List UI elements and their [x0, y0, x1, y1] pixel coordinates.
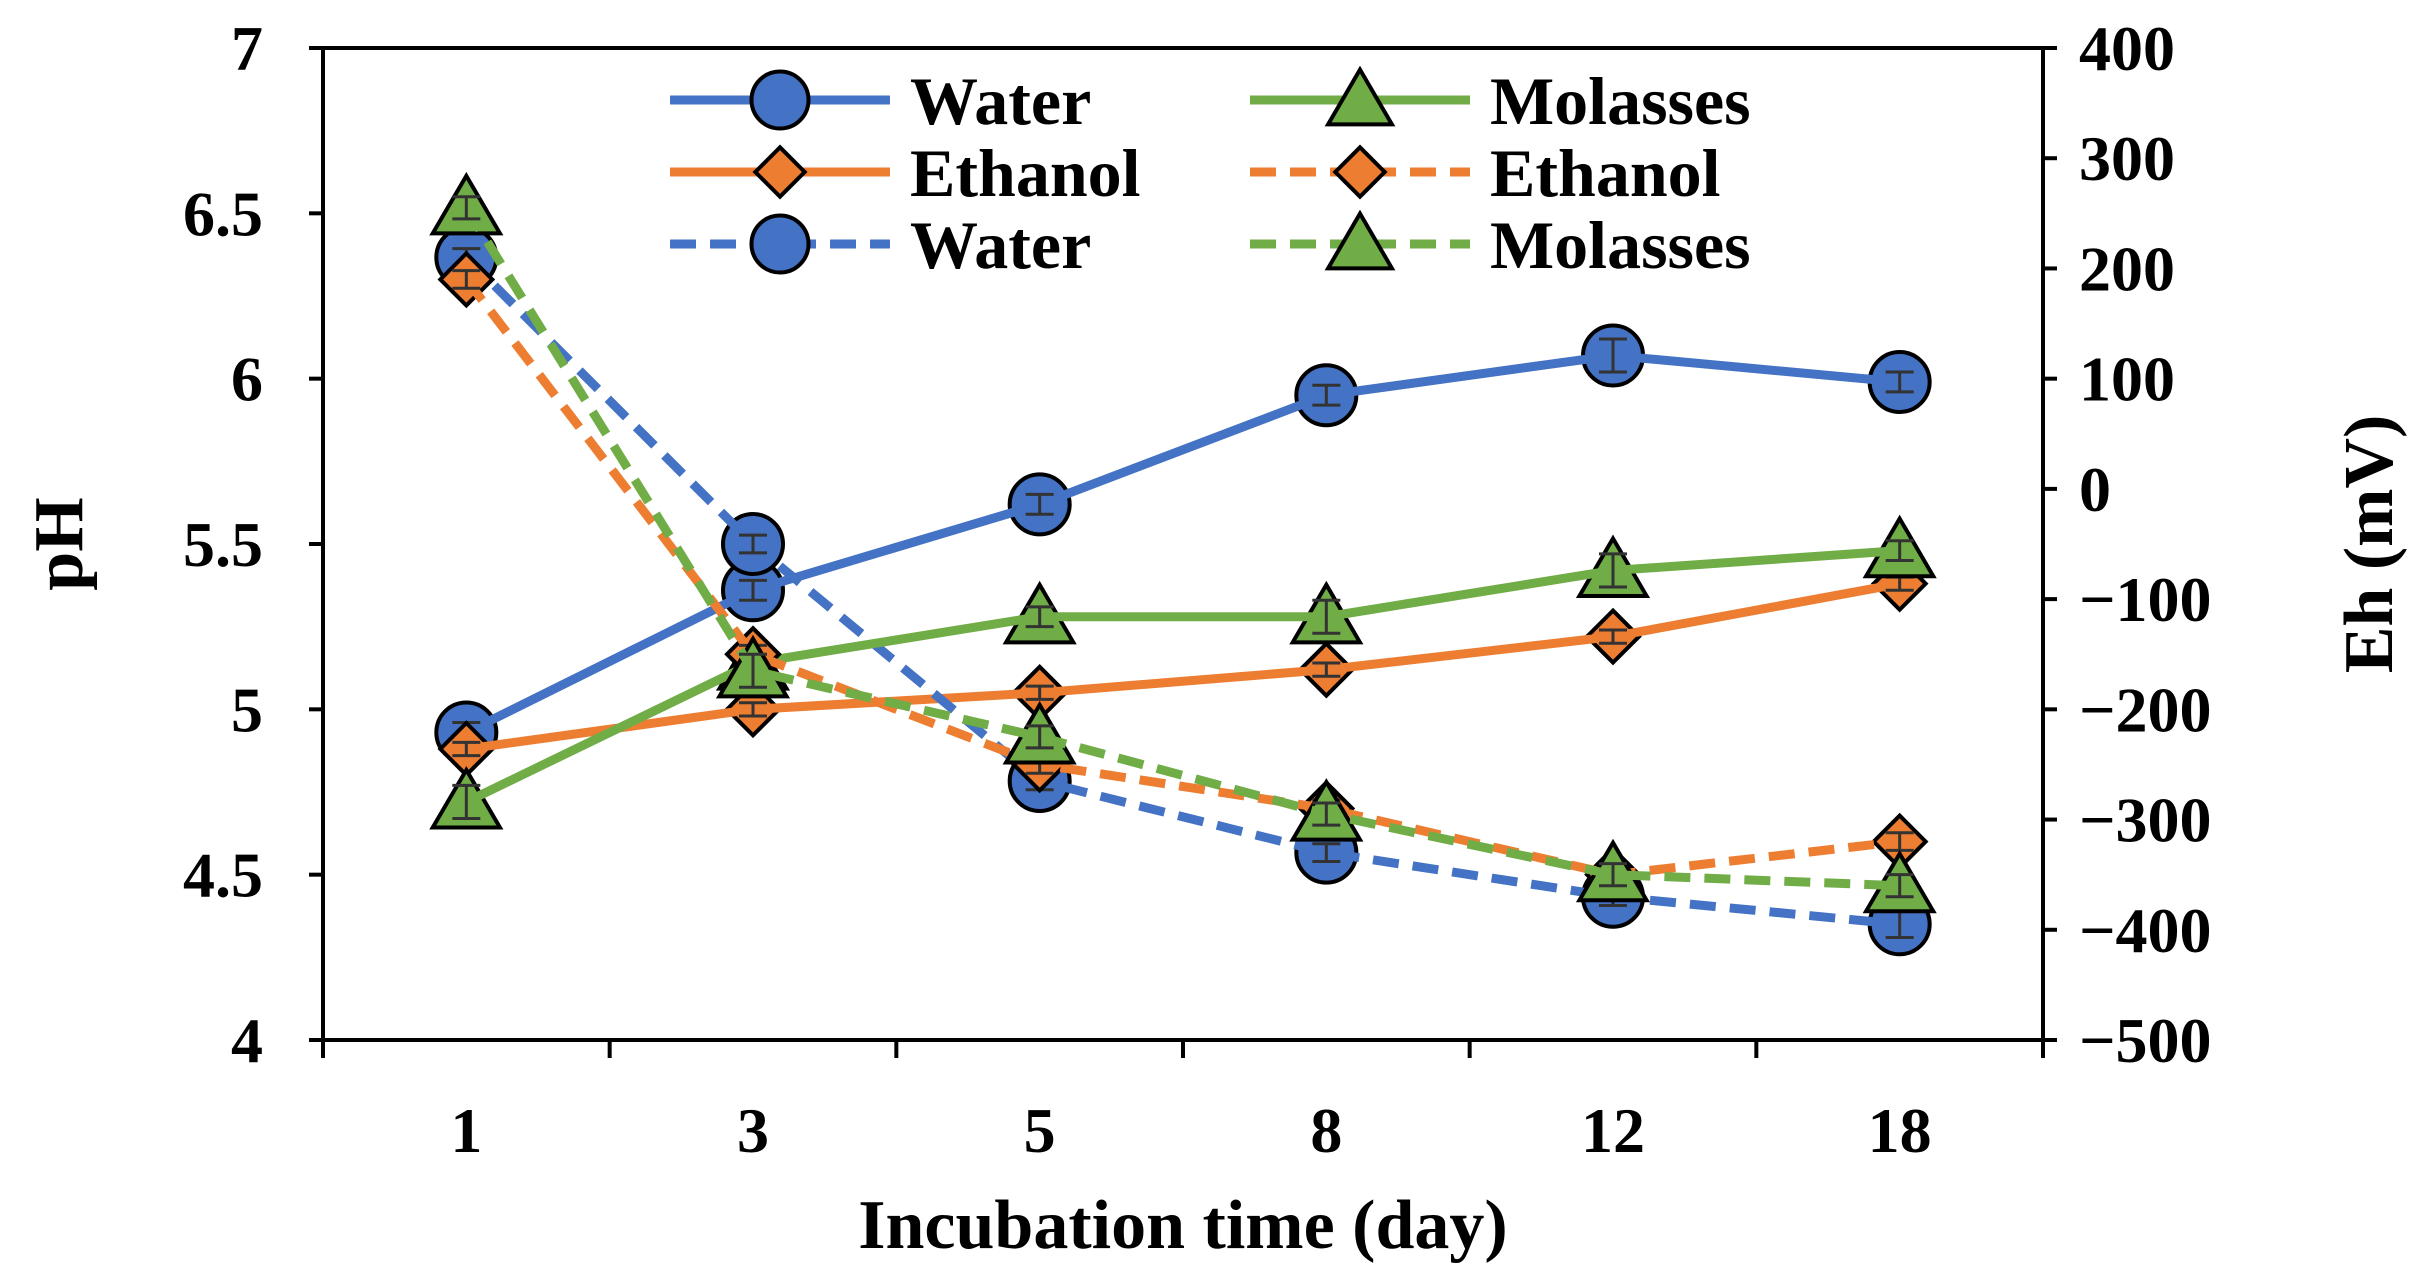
y-right-tick-label: −200 — [2079, 674, 2211, 745]
series-line — [462, 205, 1900, 891]
legend-marker — [1332, 144, 1388, 200]
x-tick-label: 12 — [1581, 1095, 1645, 1166]
y-left-tick-label: 5.5 — [183, 509, 263, 580]
x-tick-label: 3 — [737, 1095, 769, 1166]
y-left-tick-label: 4 — [231, 1005, 263, 1076]
legend-label: Ethanol — [1490, 135, 1721, 211]
y-left-axis-title: pH — [21, 497, 98, 590]
plot-frame — [321, 46, 2045, 1042]
series-line — [464, 546, 1900, 806]
y-left-tick-label: 6 — [231, 344, 263, 415]
legend-label: Ethanol — [910, 135, 1141, 211]
series-line — [464, 351, 1901, 737]
series-line — [465, 579, 1901, 754]
y-left-tick-label: 6.5 — [183, 178, 263, 249]
y-left-tick-label: 5 — [231, 674, 263, 745]
y-right-tick-label: −300 — [2079, 785, 2211, 856]
series-line — [463, 254, 1901, 929]
legend-entry: Ethanol — [1250, 135, 1721, 211]
y-right-tick-label: −500 — [2079, 1005, 2211, 1076]
y-right-tick-label: −400 — [2079, 895, 2211, 966]
y-right-axis-title: Eh (mV) — [2331, 415, 2408, 674]
legend-entry: Water — [670, 63, 1091, 139]
legend-label: Water — [910, 207, 1091, 283]
series-dashed-water — [452, 247, 1914, 939]
x-tick-label: 8 — [1310, 1095, 1342, 1166]
legend-entry: Water — [670, 207, 1091, 283]
legend-label: Water — [910, 63, 1091, 139]
y-left-tick-label: 4.5 — [183, 840, 263, 911]
x-axis-title: Incubation time (day) — [858, 1187, 1507, 1264]
legend-entry: Molasses — [1250, 207, 1751, 283]
legend-marker — [1324, 209, 1396, 271]
x-tick-label: 1 — [450, 1095, 482, 1166]
y-right-tick-label: 0 — [2079, 454, 2111, 525]
legend-marker — [1324, 65, 1396, 127]
y-right-tick-label: 400 — [2079, 13, 2175, 84]
legend-marker — [749, 69, 811, 131]
x-tick-label: 18 — [1868, 1095, 1932, 1166]
series-solid-ethanol — [452, 575, 1914, 758]
legend-marker — [752, 144, 808, 200]
y-left-tick-label: 7 — [231, 13, 263, 84]
x-tick-label: 5 — [1024, 1095, 1056, 1166]
legend-label: Molasses — [1490, 63, 1751, 139]
y-right-tick-label: −100 — [2079, 564, 2211, 635]
y-right-tick-label: 300 — [2079, 123, 2175, 194]
legend-label: Molasses — [1490, 207, 1751, 283]
series-line — [462, 276, 1901, 880]
legend-entry: Ethanol — [670, 135, 1141, 211]
legend-marker — [749, 213, 811, 275]
y-right-tick-label: 200 — [2079, 233, 2175, 304]
legend-entry: Molasses — [1250, 63, 1751, 139]
series-dashed-molasses — [452, 195, 1914, 899]
y-right-tick-label: 100 — [2079, 344, 2175, 415]
